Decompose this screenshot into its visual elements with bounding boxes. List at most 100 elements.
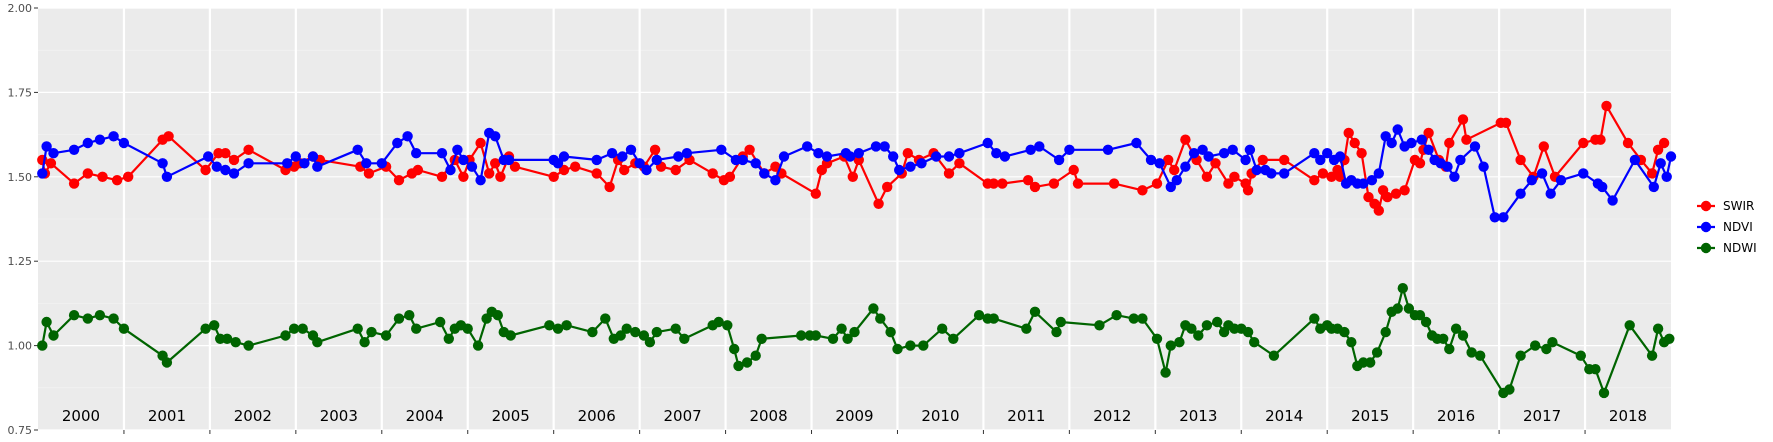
data-point-swir [570,161,581,172]
data-point-swir [619,164,630,176]
data-point-ndwi [411,323,422,334]
data-point-ndvi [641,164,652,176]
data-point-ndwi [1160,367,1171,378]
data-point-ndwi [722,320,733,331]
data-point-ndvi [1607,195,1618,206]
data-point-ndvi [299,158,310,169]
data-point-ndwi [1242,326,1254,338]
data-point-ndwi [1541,343,1552,355]
data-point-ndvi [1648,181,1660,193]
data-point-ndvi [870,141,882,152]
series-ndwi [37,283,1675,399]
data-point-ndwi [750,350,761,361]
data-point-ndwi [600,313,611,324]
data-point-swir [882,181,893,193]
data-point-swir [1029,181,1041,193]
data-point-ndvi [1373,168,1385,179]
data-point-swir [1343,127,1354,139]
data-point-swir [1622,137,1634,149]
data-point-ndwi [1475,350,1486,361]
data-point-ndvi [161,171,173,182]
data-point-swir [1538,141,1550,152]
data-point-ndvi [41,141,52,152]
data-point-swir [1163,154,1174,166]
data-point-swir [1317,168,1329,179]
data-point-ndwi [670,323,681,334]
data-point-swir [591,168,602,179]
data-point-ndvi [352,144,363,155]
data-point-ndvi [821,151,833,162]
data-point-ndvi [48,148,59,159]
data-point-swir [1072,178,1084,189]
data-point-ndvi [1309,148,1320,159]
data-point-ndvi [376,158,387,169]
data-point-ndwi [505,330,516,341]
data-point-ndvi [1469,141,1481,152]
data-point-swir [1363,191,1374,203]
data-point-swir [770,161,781,172]
data-point-ndwi [1392,303,1403,314]
series-layer [37,100,1677,399]
data-point-swir [1414,158,1426,169]
data-point-ndvi [954,148,965,159]
data-point-ndvi [312,161,323,172]
data-point-ndvi [651,154,662,166]
data-point-swir [744,144,755,155]
y-tick-label: 1.25 [8,255,33,268]
data-point-ndwi [312,337,323,348]
data-point-swir [1151,178,1163,189]
year-label: 2018 [1609,407,1647,425]
data-point-swir [548,171,559,182]
data-point-ndvi [243,158,254,169]
axes: 0.75 1.00 1.25 1.50 1.75 2.00 [8,2,1586,437]
data-point-swir [902,148,913,159]
legend: SWIR NDVI NDWI [1697,199,1757,255]
data-point-ndvi [1358,178,1369,189]
data-point-swir [1595,134,1606,145]
data-point-ndwi [472,340,484,351]
data-point-ndvi [750,158,761,169]
data-point-ndwi [810,330,821,341]
data-point-ndwi [1547,337,1558,348]
data-point-ndvi [1171,175,1183,186]
data-point-ndwi [37,340,48,351]
data-point-ndvi [1064,144,1075,155]
data-point-swir [1068,164,1079,176]
data-point-ndvi [82,137,94,149]
data-point-ndvi [894,164,905,176]
data-point-ndwi [1652,323,1664,334]
data-point-swir [1382,191,1393,203]
data-point-ndwi [161,357,173,368]
series-ndvi [37,124,1677,223]
data-point-ndwi [48,330,59,341]
year-label: 2008 [749,407,787,425]
data-point-swir [988,178,999,189]
year-label: 2001 [148,407,186,425]
legend-item-ndwi: NDWI [1697,241,1757,255]
data-point-ndwi [1444,343,1455,355]
data-point-ndwi [756,333,767,344]
data-point-swir [1390,188,1402,199]
data-point-ndvi [591,154,602,166]
data-point-swir [490,158,501,169]
data-point-ndvi [157,158,168,169]
data-point-ndvi [625,144,637,155]
data-point-ndwi [366,326,377,338]
data-point-swir [228,154,240,166]
data-point-ndvi [475,175,486,186]
data-point-ndwi [94,310,106,321]
data-point-ndwi [492,310,503,321]
data-point-ndvi [94,134,106,145]
data-point-ndvi [290,151,301,162]
data-point-ndwi [209,320,220,331]
data-point-ndwi [713,316,724,328]
data-point-ndwi [842,333,853,344]
data-point-ndwi [243,340,254,351]
year-label: 2016 [1437,407,1475,425]
data-point-ndvi [1655,158,1666,169]
data-point-ndwi [733,360,744,372]
data-point-ndwi [1249,337,1260,348]
data-point-swir [1180,134,1191,145]
y-tick-label: 1.50 [8,171,33,184]
data-point-ndwi [948,333,959,344]
